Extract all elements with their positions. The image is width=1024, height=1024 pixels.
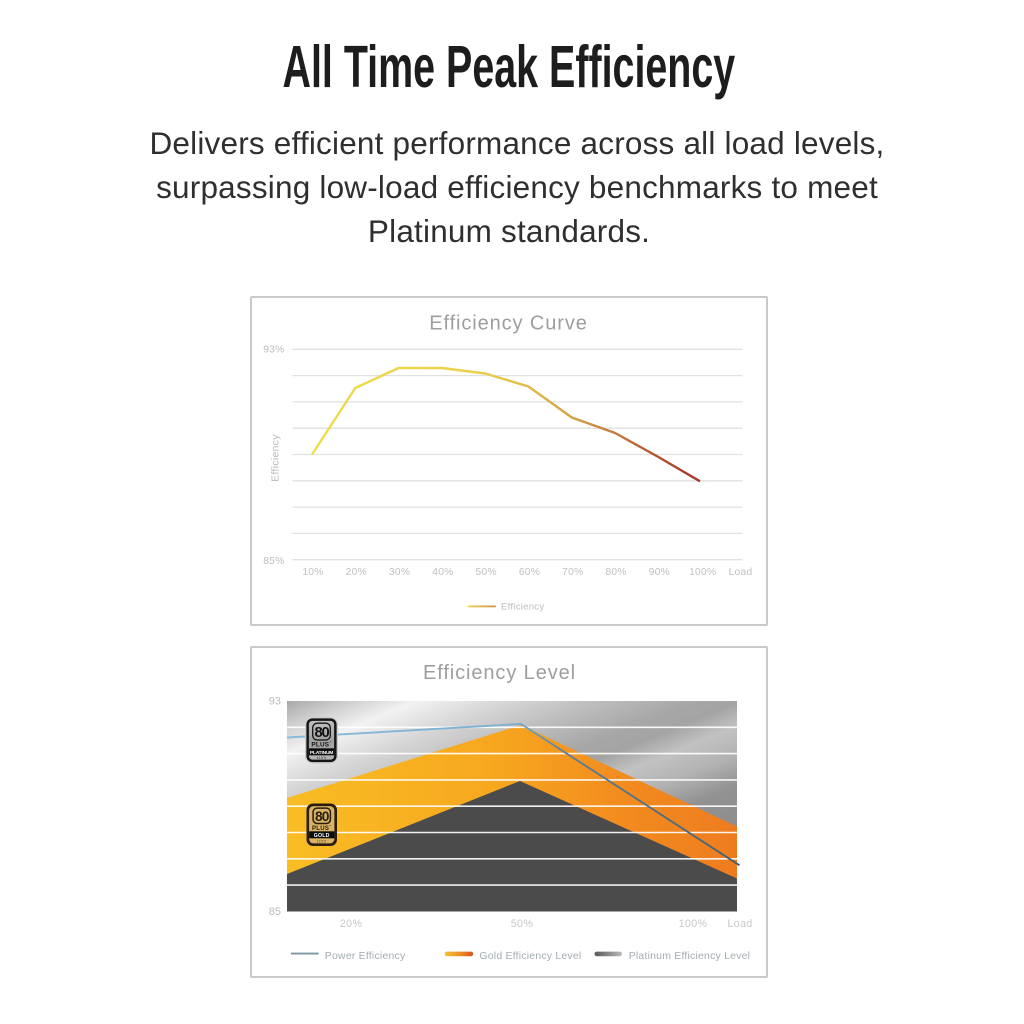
svg-text:100%: 100% (689, 567, 716, 578)
svg-text:50%: 50% (476, 567, 497, 578)
svg-text:80: 80 (315, 809, 330, 824)
svg-text:90%: 90% (649, 567, 670, 578)
svg-text:PLATINUM: PLATINUM (310, 750, 333, 756)
svg-text:115V: 115V (317, 839, 327, 843)
svg-text:80: 80 (314, 725, 329, 741)
svg-text:10%: 10% (302, 567, 323, 578)
svg-text:93: 93 (269, 696, 281, 708)
svg-text:Load: Load (727, 918, 752, 930)
svg-text:20%: 20% (346, 567, 367, 578)
svg-text:100%: 100% (679, 918, 708, 930)
svg-text:115V: 115V (316, 756, 327, 760)
svg-text:GOLD: GOLD (314, 833, 330, 839)
svg-text:Gold Efficiency Level: Gold Efficiency Level (479, 950, 581, 962)
svg-text:80%: 80% (605, 567, 626, 578)
svg-text:60%: 60% (519, 567, 540, 578)
svg-text:Efficiency Level: Efficiency Level (423, 662, 576, 684)
svg-text:Power Efficiency: Power Efficiency (325, 950, 406, 962)
svg-text:Platinum Efficiency Level: Platinum Efficiency Level (629, 950, 751, 962)
svg-text:70%: 70% (562, 567, 583, 578)
svg-text:Efficiency: Efficiency (271, 434, 282, 482)
svg-text:PLUS´: PLUS´ (311, 742, 331, 749)
svg-text:Efficiency: Efficiency (501, 602, 544, 613)
svg-text:85%: 85% (263, 556, 284, 567)
svg-text:Load: Load (729, 567, 753, 578)
svg-text:40%: 40% (432, 567, 453, 578)
svg-text:50%: 50% (511, 918, 534, 930)
svg-text:PLUS´: PLUS´ (312, 826, 332, 832)
svg-text:20%: 20% (340, 918, 363, 930)
svg-text:Efficiency Curve: Efficiency Curve (429, 313, 588, 335)
svg-text:30%: 30% (389, 567, 410, 578)
svg-text:93%: 93% (263, 345, 284, 356)
svg-text:85: 85 (269, 906, 281, 918)
